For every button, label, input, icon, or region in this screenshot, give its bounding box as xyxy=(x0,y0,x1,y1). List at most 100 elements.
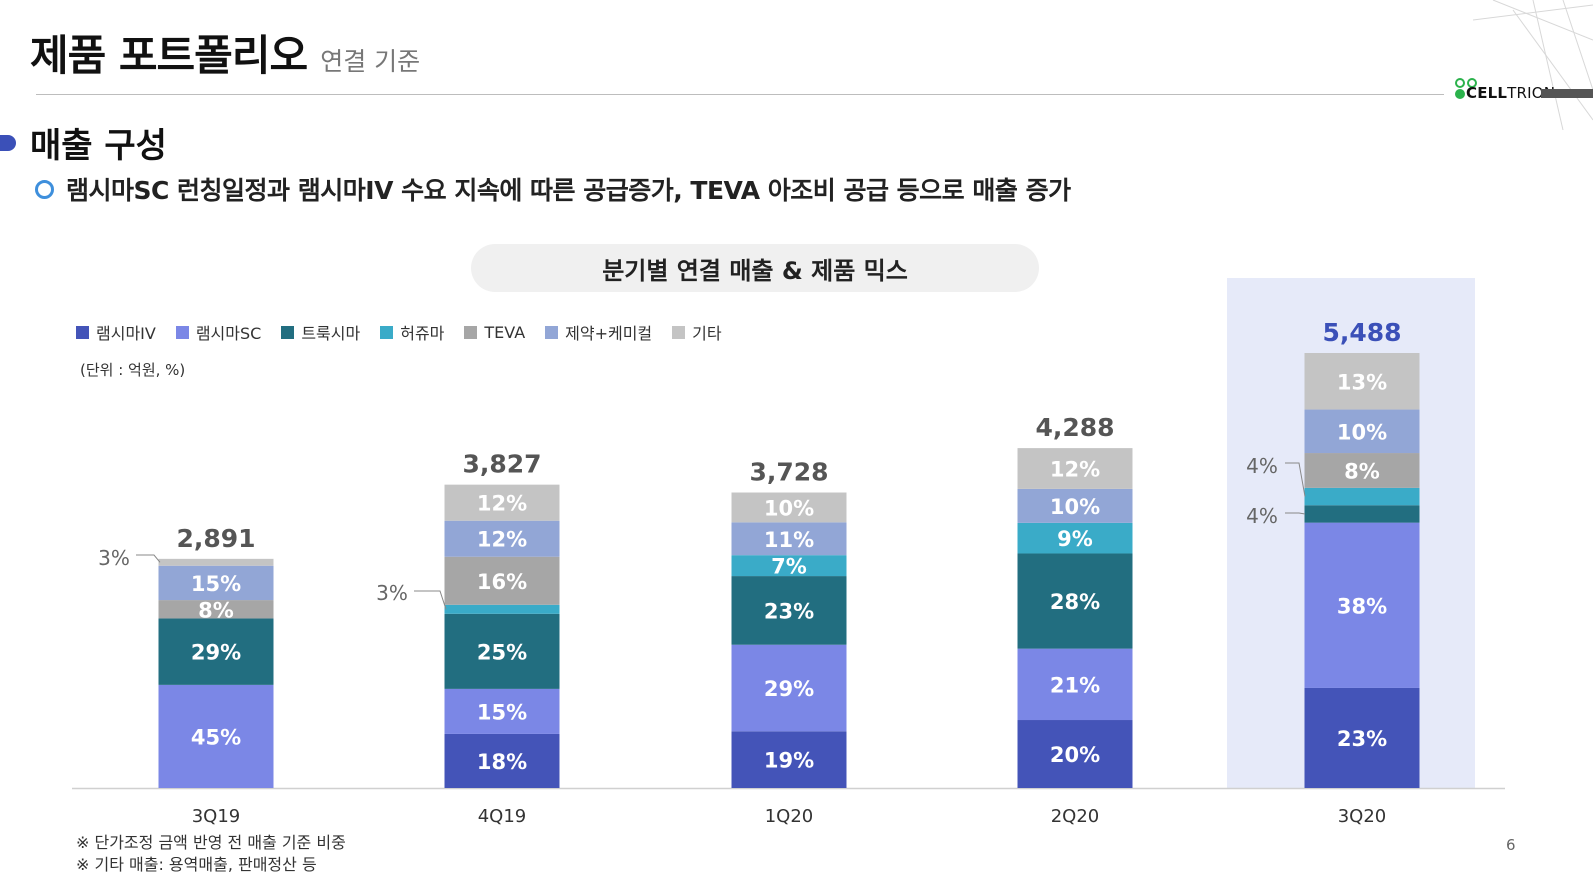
bar-segment xyxy=(1304,353,1420,410)
bar-segment xyxy=(1304,409,1420,454)
legend-item: 제약+케미컬 xyxy=(545,320,652,344)
segment-label: 29% xyxy=(764,677,814,701)
bar-segment xyxy=(731,731,847,788)
legend-label: 기타 xyxy=(692,324,722,343)
page-number: 6 xyxy=(1506,836,1516,854)
bar-total-label: 5,488 xyxy=(1322,318,1401,347)
legend-swatch xyxy=(76,325,89,339)
legend-item: 램시마SC xyxy=(175,320,262,344)
segment-label: 29% xyxy=(191,641,241,665)
segment-label: 11% xyxy=(764,528,814,552)
segment-label: 18% xyxy=(477,750,527,774)
title-divider xyxy=(36,94,1444,95)
segment-label: 10% xyxy=(764,496,814,520)
segment-label: 15% xyxy=(477,700,527,724)
bar-segment xyxy=(444,733,560,788)
segment-label: 8% xyxy=(198,598,234,622)
segment-label: 9% xyxy=(1057,527,1093,551)
legend-item: 트룩시마 xyxy=(281,320,360,344)
segment-label: 16% xyxy=(477,570,527,594)
bar-segment xyxy=(158,565,274,601)
footnote-2: ※ 기타 매출: 용역매출, 판매정산 등 xyxy=(76,855,317,874)
segment-label: 13% xyxy=(1337,370,1387,394)
segment-label: 38% xyxy=(1337,594,1387,618)
legend-label: 램시마IV xyxy=(96,324,156,343)
bar-total-label: 3,728 xyxy=(749,458,828,487)
bar-segment xyxy=(1304,453,1420,488)
chart-legend: 램시마IV 램시마SC 트룩시마 허쥬마 TEVA 제약+케미컬 기타 xyxy=(76,320,742,344)
bar-segment xyxy=(444,604,560,614)
bar-segment xyxy=(1017,720,1133,788)
segment-label: 45% xyxy=(191,725,241,749)
bar-segment xyxy=(444,688,560,734)
legend-item: TEVA xyxy=(464,323,525,342)
bar-segment xyxy=(158,558,274,566)
bar-segment xyxy=(444,520,560,557)
segment-label: 12% xyxy=(477,492,527,516)
bar-segment xyxy=(731,644,847,732)
segment-label: 21% xyxy=(1050,673,1100,697)
x-tick-label: 3Q20 xyxy=(1338,806,1387,827)
legend-swatch xyxy=(380,325,394,339)
section-title: 매출 구성 xyxy=(30,126,167,166)
bar-segment xyxy=(731,522,847,556)
bar-total-label: 4,288 xyxy=(1035,413,1114,442)
legend-swatch xyxy=(464,325,478,339)
bar-segment xyxy=(731,555,847,577)
chart-title: 분기별 연결 매출 & 제품 믹스 xyxy=(602,256,908,285)
decorative-line-pattern xyxy=(1473,0,1593,130)
bar-segment xyxy=(1017,448,1133,489)
legend-label: 제약+케미컬 xyxy=(565,324,653,343)
segment-label: 12% xyxy=(477,528,527,552)
bar-segment xyxy=(1304,487,1420,506)
bar-segment xyxy=(1017,488,1133,523)
segment-label: 15% xyxy=(191,572,241,596)
legend-label: TEVA xyxy=(484,322,526,342)
bar-segment xyxy=(1304,522,1420,688)
segment-label: 23% xyxy=(764,599,814,623)
bar-segment xyxy=(444,613,560,689)
callout-label: 3% xyxy=(98,546,130,570)
legend-label: 트룩시마 xyxy=(301,324,361,343)
page-title: 제품 포트폴리오 xyxy=(30,31,308,80)
section-marker-icon xyxy=(0,135,16,151)
unit-note: (단위 : 억원, %) xyxy=(80,361,186,379)
legend-swatch xyxy=(281,325,295,339)
callout-label: 4% xyxy=(1246,454,1278,478)
legend-label: 램시마SC xyxy=(195,324,262,343)
bar-segment xyxy=(1304,505,1420,523)
segment-label: 20% xyxy=(1050,743,1100,767)
segment-label: 19% xyxy=(764,749,814,773)
legend-item: 허쥬마 xyxy=(380,320,444,344)
segment-label: 7% xyxy=(771,555,807,579)
page-subtitle: 연결 기준 xyxy=(320,47,421,76)
bar-segment xyxy=(1017,648,1133,721)
bar-segment xyxy=(1017,553,1133,649)
bar-segment xyxy=(158,684,274,788)
bar-total-label: 2,891 xyxy=(176,524,255,553)
legend-swatch xyxy=(545,325,559,339)
x-tick-label: 3Q19 xyxy=(192,806,241,827)
callout-label: 3% xyxy=(376,581,408,605)
callout-leader-line xyxy=(414,590,447,610)
x-tick-label: 2Q20 xyxy=(1051,806,1100,827)
callout-leader-line xyxy=(136,554,161,563)
segment-label: 10% xyxy=(1337,420,1387,444)
logo-circles-icon xyxy=(1455,73,1479,92)
callout-label: 4% xyxy=(1246,504,1278,528)
segment-label: 25% xyxy=(477,640,527,664)
segment-label: 12% xyxy=(1050,458,1100,482)
page-title-row: 제품 포트폴리오 연결 기준 xyxy=(30,22,420,83)
legend-swatch xyxy=(672,325,686,339)
bar-segment xyxy=(1304,687,1420,788)
bar-segment xyxy=(731,576,847,645)
chart-title-pill: 분기별 연결 매출 & 제품 믹스 xyxy=(471,244,1039,292)
bar-segment xyxy=(444,484,560,521)
x-tick-label: 1Q20 xyxy=(765,806,814,827)
callout-leader-line xyxy=(1285,512,1306,515)
bar-segment xyxy=(1017,522,1133,554)
x-tick-label: 4Q19 xyxy=(478,806,527,827)
segment-label: 10% xyxy=(1050,495,1100,519)
legend-item: 기타 xyxy=(672,320,722,344)
